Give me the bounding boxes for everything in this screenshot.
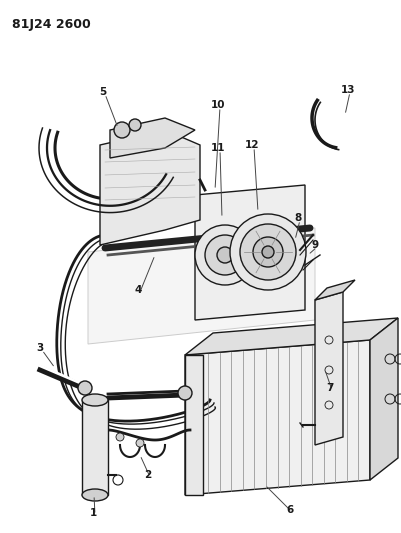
Text: 11: 11 [211,143,225,153]
Circle shape [178,386,192,400]
Text: 7: 7 [326,383,334,393]
Text: 12: 12 [245,140,259,150]
Polygon shape [185,340,370,495]
Circle shape [78,381,92,395]
Text: 6: 6 [286,505,294,515]
Circle shape [230,214,306,290]
Circle shape [217,247,233,263]
Polygon shape [195,185,305,320]
Ellipse shape [82,489,108,501]
Text: 10: 10 [211,100,225,110]
Ellipse shape [82,394,108,406]
Polygon shape [100,130,200,245]
Polygon shape [110,118,195,158]
Text: 4: 4 [134,285,142,295]
Bar [82,400,108,495]
Text: 13: 13 [341,85,355,95]
Circle shape [116,433,124,441]
Text: 3: 3 [36,343,44,353]
Polygon shape [315,292,343,445]
Circle shape [114,122,130,138]
Circle shape [240,224,296,280]
Text: 2: 2 [144,470,152,480]
Text: 9: 9 [312,240,318,250]
Circle shape [129,119,141,131]
Circle shape [136,439,144,447]
Circle shape [205,235,245,275]
Text: 8: 8 [294,213,302,223]
Polygon shape [185,355,203,495]
Circle shape [253,237,283,267]
Circle shape [195,225,255,285]
Polygon shape [88,228,315,344]
Text: 1: 1 [89,508,97,518]
Text: 81J24 2600: 81J24 2600 [12,18,91,31]
Circle shape [262,246,274,258]
Text: 5: 5 [99,87,107,97]
Polygon shape [315,280,355,300]
Polygon shape [370,318,398,480]
Polygon shape [185,318,398,355]
